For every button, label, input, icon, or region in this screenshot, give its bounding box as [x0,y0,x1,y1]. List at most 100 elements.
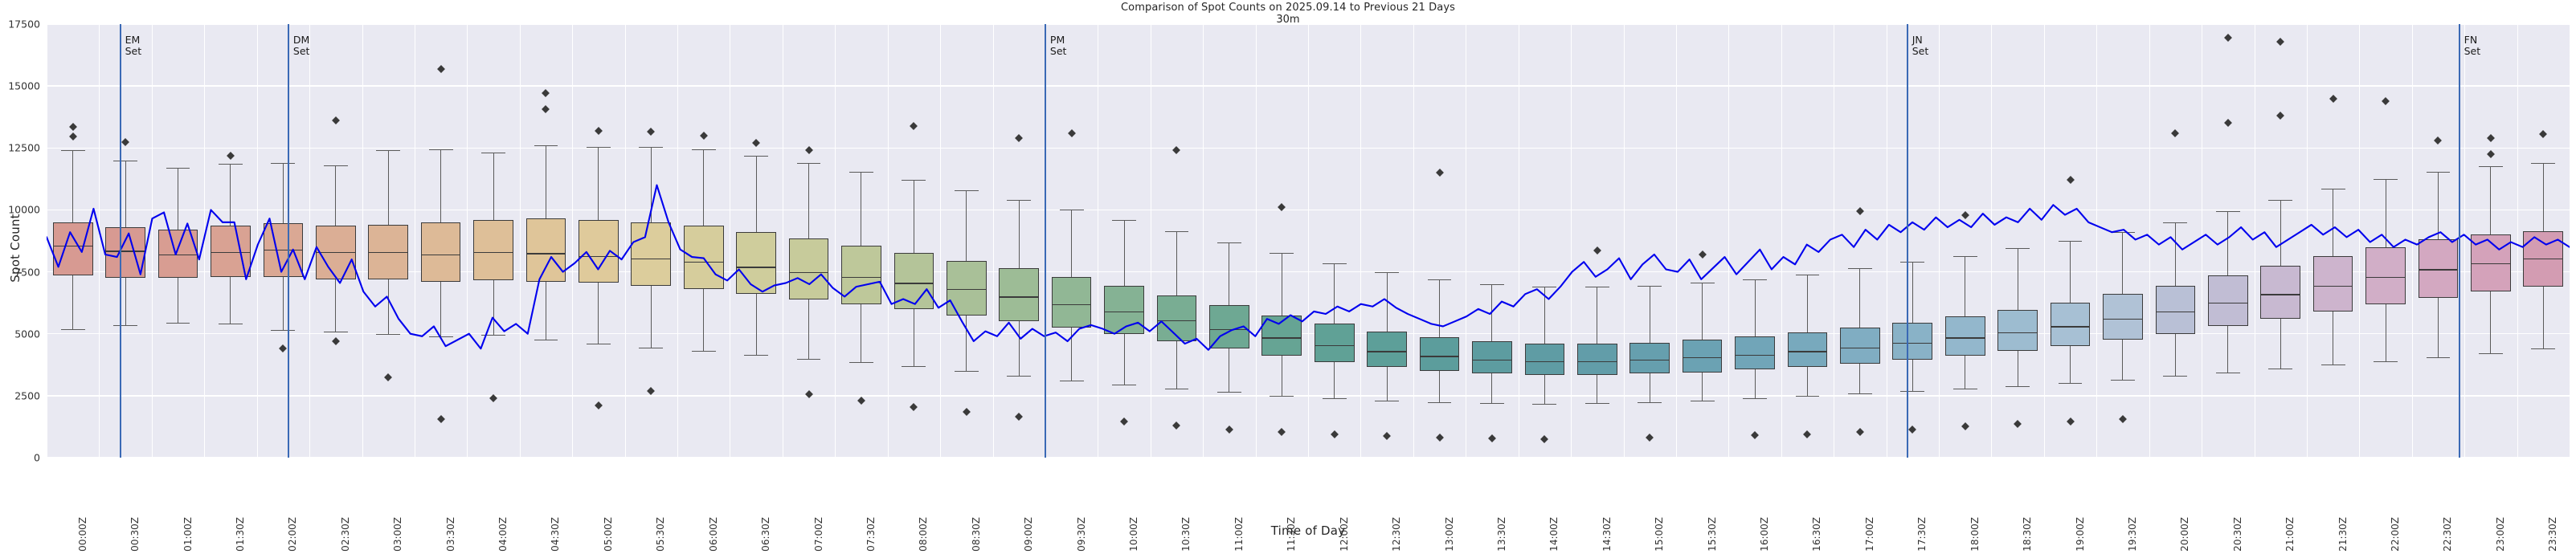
boxplot-box [1576,344,1617,375]
gridline-vertical [1571,24,1572,458]
boxplot-median [2365,276,2406,278]
whisker-upper [440,149,442,222]
boxplot-median [1209,328,1249,330]
whisker-lower [1071,328,1073,381]
annotation-vline [287,24,289,458]
gridline-vertical [1991,24,1993,458]
gridline-vertical [467,24,468,458]
whisker-upper [387,150,389,225]
cap-upper [1322,263,1347,264]
cap-lower [1007,376,1032,377]
cap-lower [2163,376,2188,377]
boxplot-median [2103,319,2143,320]
whisker-lower [2122,340,2124,380]
boxplot-box [473,219,513,281]
gridline-vertical [309,24,311,458]
plot-area: EM Set DM Set PM Set JN Set FN Set [47,24,2570,458]
cap-upper [2111,232,2135,234]
whisker-upper [230,164,231,226]
cap-upper [902,180,926,181]
boxplot-median [1051,303,1092,305]
whisker-lower [387,279,389,334]
cap-upper [2163,222,2188,223]
whisker-lower [282,276,284,331]
whisker-upper [1123,219,1125,286]
whisker-upper [1071,210,1073,277]
cap-lower [1795,395,1820,397]
cap-lower [1900,390,1925,392]
boxplot-median [841,276,881,278]
whisker-upper [1754,279,1756,336]
whisker-upper [703,149,705,226]
annotation-label: DM Set [292,34,310,57]
cap-upper [1900,262,1925,263]
boxplot-median [1314,344,1355,346]
y-tick-label: 7500 [14,266,40,279]
boxplot-box [2155,285,2196,334]
whisker-lower [808,299,810,359]
whisker-upper [493,153,494,220]
cap-lower [1847,393,1872,394]
annotation-label: EM Set [125,34,142,57]
y-tick-label: 17500 [8,18,40,31]
whisker-upper [966,189,967,261]
annotation-vline [1906,24,1908,458]
cap-upper [2268,200,2293,202]
cap-lower [2478,353,2503,355]
gridline-vertical [1203,24,1204,458]
boxplot-box [2103,294,2143,340]
cap-upper [2058,241,2083,242]
cap-upper [1638,285,1662,287]
cap-upper [2531,162,2556,164]
y-tick-label: 2500 [14,389,40,402]
whisker-lower [2227,326,2229,373]
gridline-vertical [2411,24,2413,458]
boxplot-median [2260,294,2301,295]
overlay-line-path [47,184,2570,351]
cap-upper [2215,210,2240,212]
boxplot-median [2312,285,2353,287]
cap-lower [2058,383,2083,385]
whisker-upper [2280,200,2281,266]
whisker-upper [1702,283,1703,340]
whisker-lower [1702,372,1703,401]
whisker-lower [650,285,652,348]
boxplot-median [105,250,145,252]
x-axis-ticks: 00:00Z 00:30Z 01:00Z 01:30Z 02:00Z 02:30Z 03:0… [47,459,2570,552]
gridline-vertical [2517,24,2518,458]
whisker-upper [2437,171,2439,240]
cap-upper [691,149,716,150]
gridline-vertical [256,24,258,458]
gridline-vertical [677,24,678,458]
cap-lower [1532,403,1557,405]
gridline-vertical [1728,24,1730,458]
whisker-lower [2280,319,2281,369]
boxplot-box [1944,316,1985,356]
boxplot-box [788,238,829,299]
gridline-vertical [1413,24,1414,458]
boxplot-median [1367,351,1407,352]
cap-upper [376,150,401,152]
whisker-lower [125,278,126,325]
page-title: Comparison of Spot Counts on 2025.09.14 … [1121,2,1455,14]
whisker-lower [2070,346,2071,384]
whisker-lower [1859,363,1861,393]
whisker-lower [440,281,442,336]
whisker-upper [1859,267,1861,328]
whisker-lower [1754,369,1756,398]
boxplot-median [1892,342,1933,344]
cap-upper [586,146,611,148]
whisker-lower [72,275,74,329]
gridline-vertical [624,24,626,458]
gridline-vertical [2464,24,2466,458]
boxplot-box [1787,332,1828,368]
cap-lower [849,362,873,364]
gridline-vertical [940,24,942,458]
whisker-upper [755,155,757,233]
whisker-upper [1334,263,1335,324]
cap-lower [2374,360,2398,362]
gridline-vertical [1255,24,1257,458]
cap-upper [1375,271,1400,273]
gridline-vertical [99,24,100,458]
cap-upper [1743,279,1767,280]
